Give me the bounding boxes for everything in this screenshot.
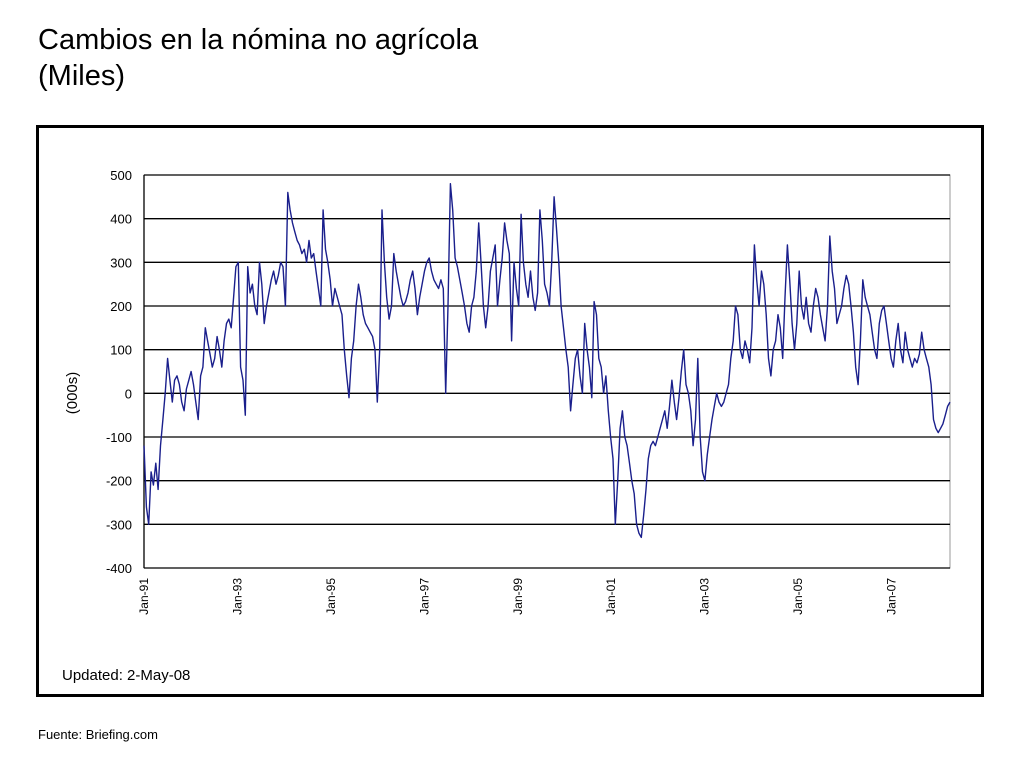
x-tick-label: Jan-03	[698, 578, 712, 615]
x-tick-label: Jan-99	[511, 578, 525, 615]
y-tick-label: -100	[106, 430, 132, 445]
y-tick-label: 300	[110, 255, 132, 270]
page-title: Cambios en la nómina no agrícola (Miles)	[38, 22, 478, 94]
x-tick-label: Jan-91	[137, 578, 151, 615]
y-axis-label: (000s)	[64, 372, 81, 415]
y-tick-label: -400	[106, 561, 132, 576]
updated-note: Updated: 2-May-08	[62, 667, 191, 684]
title-line-1: Cambios en la nómina no agrícola	[38, 24, 479, 56]
plot-area	[143, 174, 951, 569]
y-tick-label: 100	[110, 343, 132, 358]
y-tick-label: 400	[110, 212, 132, 227]
x-tick-label: Jan-07	[885, 578, 899, 615]
nonfarm-payroll-chart: 500 400 300 200 100 0 -100 -200 -300 -400 Jan-91 J…	[64, 168, 951, 615]
y-tick-label: 500	[110, 168, 132, 183]
source-note: Fuente: Briefing.com	[38, 727, 158, 742]
x-tick-label: Jan-01	[604, 578, 618, 615]
x-tick-label: Jan-05	[791, 578, 805, 615]
y-tick-label: 0	[125, 386, 132, 401]
y-tick-label: -200	[106, 474, 132, 489]
series-line	[143, 183, 951, 539]
chart-frame: 500 400 300 200 100 0 -100 -200 -300 -400 Jan-91 J…	[36, 125, 984, 697]
x-tick-label: Jan-93	[230, 578, 244, 615]
y-tick-label: -300	[106, 517, 132, 532]
x-tick-label: Jan-95	[324, 578, 338, 615]
title-line-2: (Miles)	[38, 60, 125, 92]
y-tick-label: 200	[110, 299, 132, 314]
x-tick-label: Jan-97	[417, 578, 431, 615]
